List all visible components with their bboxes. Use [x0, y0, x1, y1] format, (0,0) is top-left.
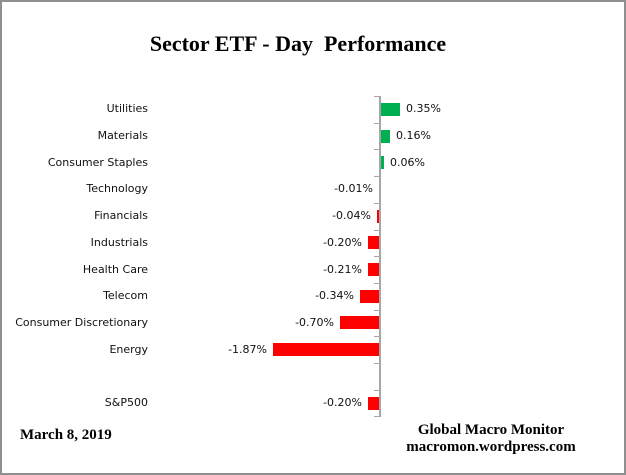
value-label: -0.20% — [323, 235, 362, 249]
footer-source-url: macromon.wordpress.com — [406, 439, 576, 455]
value-label: -0.21% — [323, 262, 362, 276]
axis-tick — [374, 416, 381, 418]
axis-tick — [374, 389, 381, 391]
category-label: Materials — [97, 129, 148, 143]
axis-tick — [374, 122, 381, 124]
category-label: Consumer Staples — [47, 155, 148, 169]
category-label: S&P500 — [104, 396, 148, 410]
value-label: -0.01% — [334, 182, 373, 196]
value-label: -0.34% — [315, 289, 354, 303]
axis-tick — [374, 336, 381, 338]
chart-title: Sector ETF - Day Performance — [149, 31, 447, 56]
positive-bar — [381, 129, 390, 143]
axis-tick — [374, 229, 381, 231]
category-label: Energy — [109, 342, 148, 356]
value-label: -0.04% — [332, 209, 371, 223]
axis-tick — [374, 149, 381, 151]
value-label: -0.70% — [295, 315, 334, 329]
footer-date: March 8, 2019 — [20, 427, 112, 443]
category-label: Industrials — [90, 235, 148, 249]
value-label: -0.20% — [323, 396, 362, 410]
negative-bar — [377, 209, 379, 223]
axis-tick — [374, 202, 381, 204]
axis-tick — [374, 256, 381, 258]
category-label: Financials — [94, 209, 148, 223]
axis-tick — [374, 176, 381, 178]
category-label: Utilities — [106, 102, 148, 116]
category-label: Consumer Discretionary — [15, 315, 148, 329]
value-label: 0.06% — [390, 155, 425, 169]
axis-tick — [374, 282, 381, 284]
footer-source: Global Macro Monitor macromon.wordpress.… — [390, 422, 592, 456]
value-label: -1.87% — [228, 342, 267, 356]
negative-bar — [273, 343, 379, 357]
value-label: 0.35% — [406, 102, 441, 116]
axis-tick — [374, 96, 381, 97]
positive-bar — [381, 156, 384, 170]
axis-tick — [374, 309, 381, 311]
footer-source-name: Global Macro Monitor — [417, 422, 565, 438]
negative-bar — [340, 316, 379, 330]
category-label: Telecom — [103, 289, 148, 303]
value-label: 0.16% — [396, 129, 431, 143]
axis-tick — [374, 363, 381, 364]
category-label: Technology — [86, 182, 148, 196]
negative-bar — [368, 396, 379, 410]
negative-bar — [368, 236, 379, 250]
negative-bar — [360, 289, 379, 303]
positive-bar — [381, 102, 400, 116]
negative-bar — [368, 263, 379, 277]
category-label: Health Care — [82, 262, 148, 276]
